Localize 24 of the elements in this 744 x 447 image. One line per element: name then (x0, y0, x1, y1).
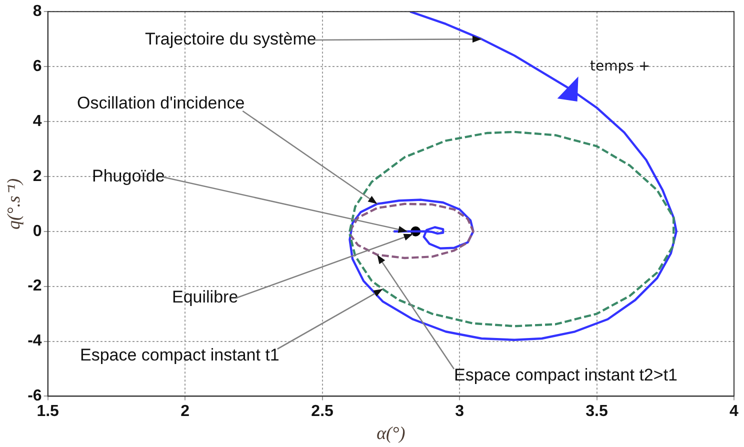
x-tick-label: 3 (455, 403, 464, 420)
y-tick-label: -2 (28, 278, 42, 295)
x-tick-label: 3.5 (586, 403, 608, 420)
annotation: Espace compact instant t2>t1 (454, 366, 678, 385)
y-tick-label: 4 (32, 112, 42, 130)
x-tick-label: 2 (180, 403, 190, 420)
x-axis-title: α(°) (376, 422, 406, 443)
y-tick-label: 2 (32, 168, 42, 185)
annotation: Oscillation d'incidence (77, 94, 245, 113)
annotation: Equilibre (172, 288, 238, 307)
annotation: Phugoïde (92, 166, 165, 186)
line-series (348, 130, 675, 328)
y-axis-title: q(°.s⁻¹) (4, 178, 24, 230)
y-tick-label: -4 (28, 332, 42, 350)
y-tick-label: 6 (32, 58, 42, 75)
x-tick-label: 1.5 (36, 403, 60, 420)
y-tick-label: 8 (32, 3, 42, 20)
x-tick-label: 2.5 (311, 403, 334, 420)
annotation: Espace compact instant t1 (80, 346, 280, 365)
annotation: Trajectoire du système (145, 30, 316, 49)
y-tick-label: 0 (32, 222, 42, 240)
y-tick-label: -6 (28, 388, 42, 405)
annotation: temps + (590, 58, 650, 75)
x-tick-label: 4 (730, 403, 739, 420)
